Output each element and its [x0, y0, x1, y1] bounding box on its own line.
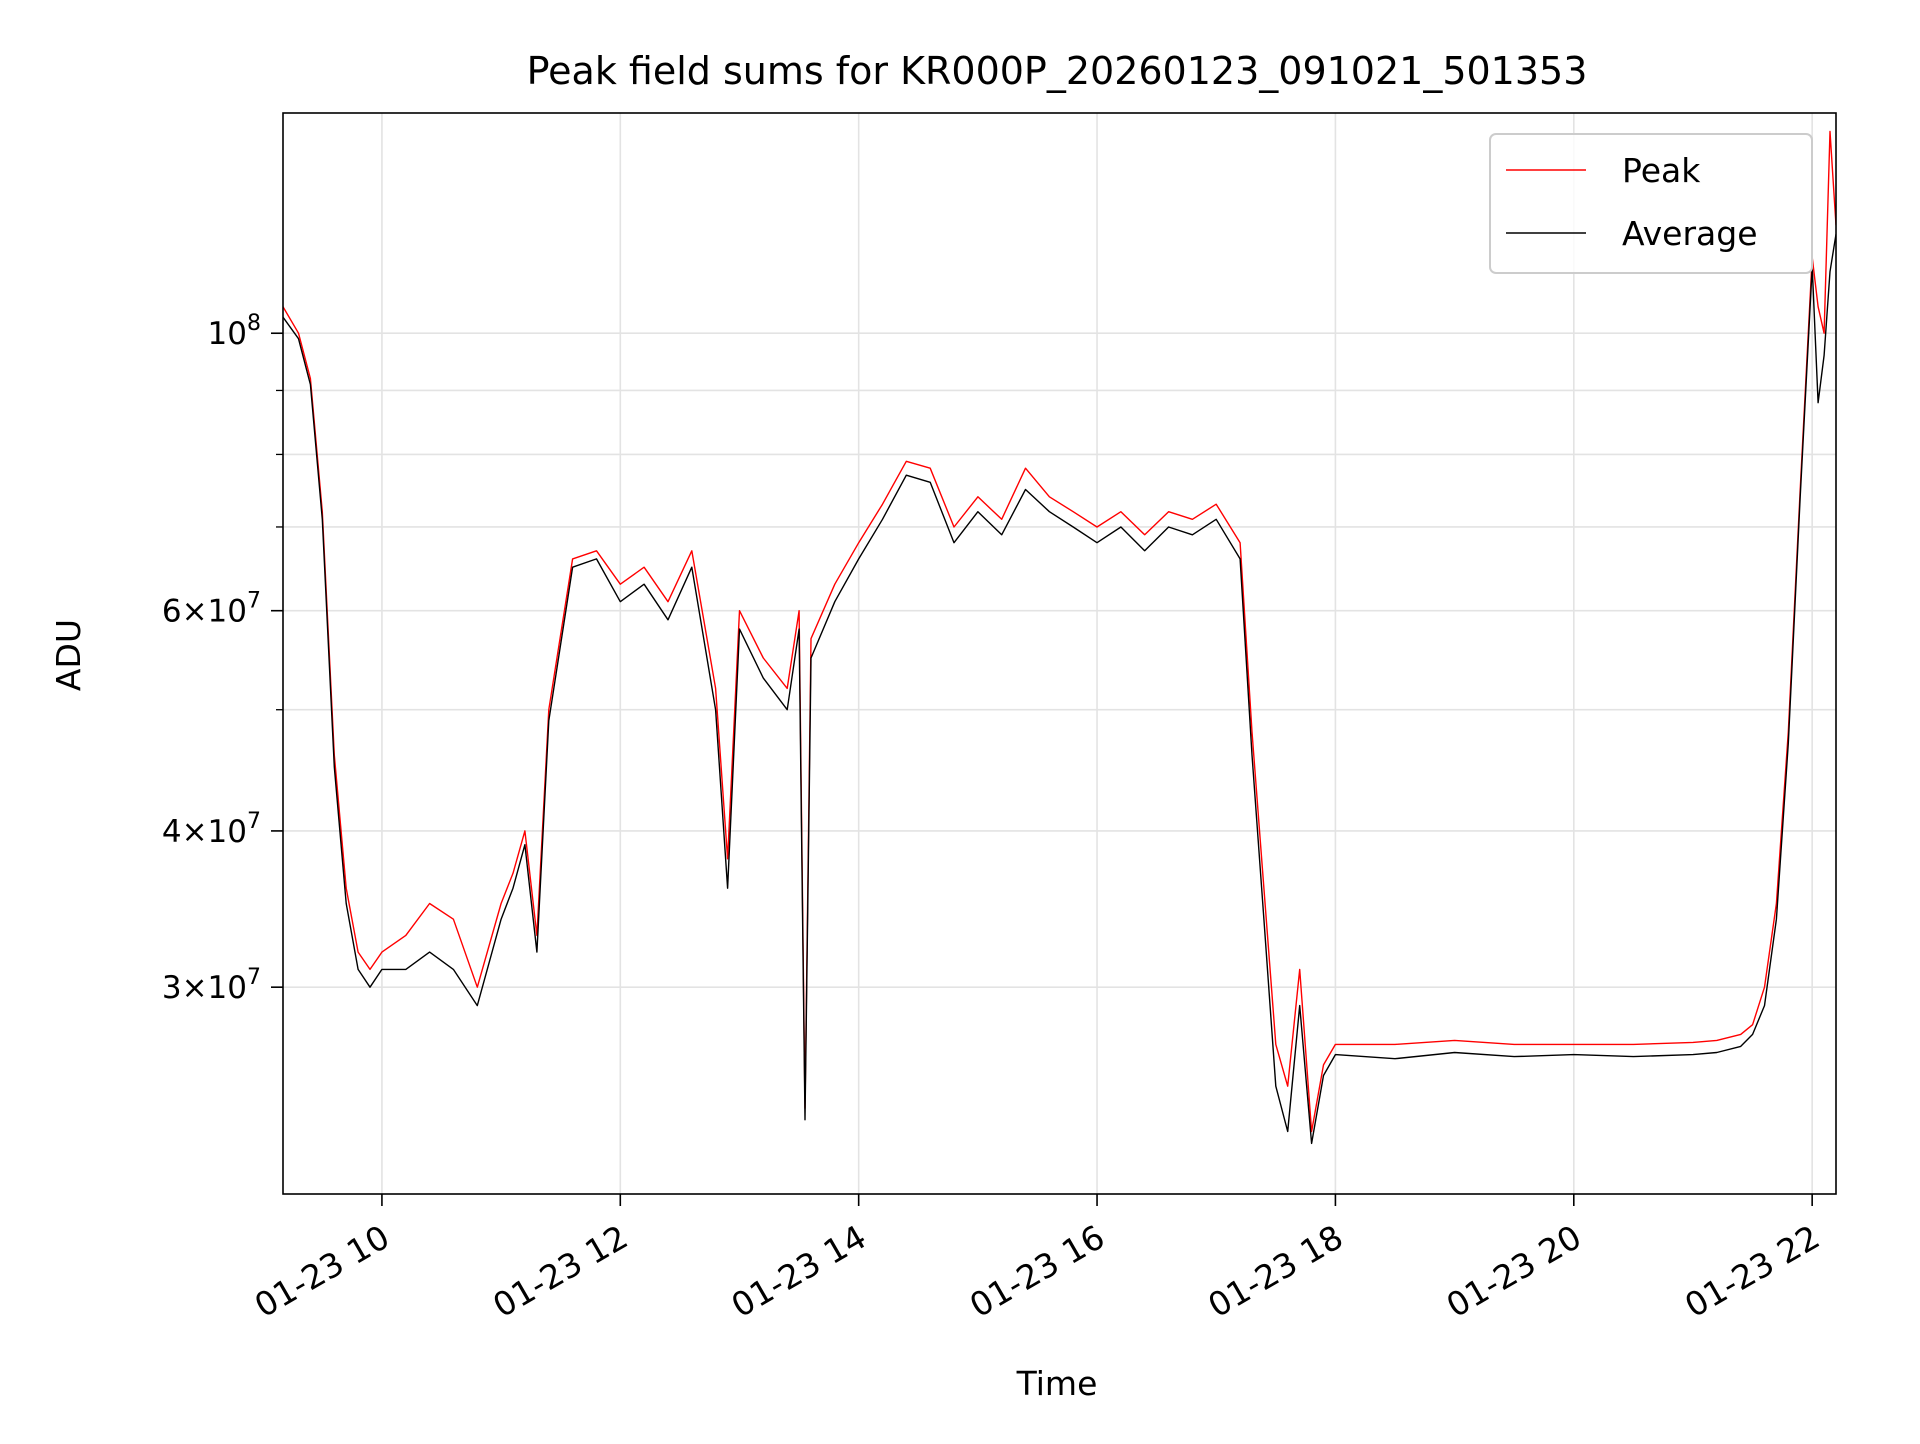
y-tick-label: 3×107 — [162, 965, 261, 1006]
legend-label-average: Average — [1622, 214, 1758, 253]
series-line-average — [283, 234, 1836, 1145]
y-axis-label: ADU — [49, 619, 88, 691]
legend: Peak Average — [1489, 133, 1813, 274]
plot-area-frame — [282, 112, 1837, 1195]
series-group — [283, 130, 1836, 1145]
y-tick-label: 4×107 — [162, 809, 261, 850]
series-line-peak — [283, 130, 1836, 1133]
chart-title: Peak field sums for KR000P_20260123_0910… — [527, 49, 1588, 93]
legend-label-peak: Peak — [1622, 151, 1701, 190]
x-axis-label: Time — [1016, 1364, 1098, 1403]
y-tick-label: 6×107 — [162, 589, 261, 630]
legend-box — [1489, 133, 1813, 274]
y-tick-label: 108 — [208, 311, 261, 352]
